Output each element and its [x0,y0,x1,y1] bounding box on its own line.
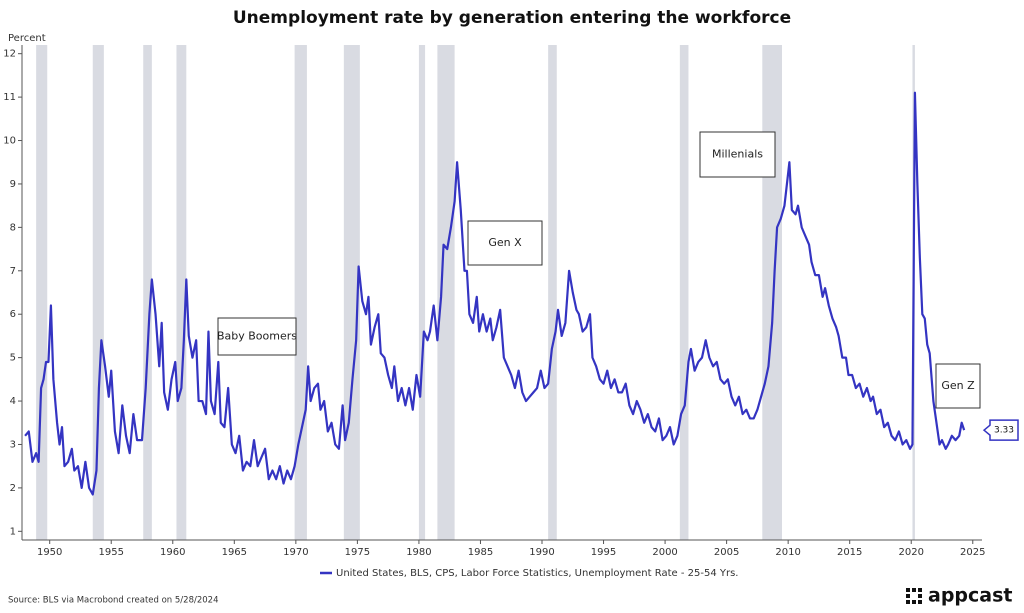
annotation: Gen Z [941,379,975,392]
y-tick-label: 6 [10,309,16,320]
y-tick-label: 9 [10,179,16,190]
logo: appcast [906,585,1013,607]
x-tick-label: 1995 [591,547,616,558]
recession-band [36,45,48,540]
x-tick-label: 2020 [899,547,924,558]
recession-band [762,45,782,540]
recession-band [437,45,455,540]
annotation-box [217,317,297,356]
x-tick-label: 1985 [468,547,493,558]
y-tick-label: 11 [3,92,16,103]
recession-band [343,45,360,540]
y-tick-label: 2 [10,483,16,494]
y-tick-label: 3 [10,439,16,450]
y-tick-label: 4 [10,396,16,407]
recession-band [143,45,152,540]
x-tick-label: 2010 [775,547,800,558]
recession-band [679,45,689,540]
x-tick-label: 1970 [283,547,308,558]
x-tick-label: 2015 [837,547,862,558]
annotation: Gen X [488,236,522,249]
series-line [24,91,966,496]
logo-text: appcast [928,585,1013,607]
end-value-label: 3.33 [994,426,1014,436]
y-tick-label: 12 [3,49,16,60]
x-tick-label: 1975 [345,547,370,558]
x-tick-label: 1950 [37,547,62,558]
annotation-box [467,220,543,266]
annotation-box [935,363,981,409]
x-tick-label: 2025 [960,547,985,558]
y-tick-label: 10 [3,136,16,147]
annotation: Baby Boomers [217,330,297,343]
legend-label: United States, BLS, CPS, Labor Force Sta… [336,568,738,579]
y-tick-label: 1 [10,526,16,537]
annotation-box [699,131,776,178]
y-tick-label: 5 [10,353,16,364]
recession-band [176,45,187,540]
y-tick-label: 7 [10,266,16,277]
source: Source: BLS via Macrobond created on 5/2… [8,596,218,606]
recession-band [92,45,104,540]
recession-band [294,45,307,540]
x-tick-label: 1980 [406,547,431,558]
x-tick-label: 1990 [529,547,554,558]
x-tick-label: 2000 [652,547,677,558]
y-tick-label: 8 [10,222,16,233]
recession-band [418,45,426,540]
end-value-tag [982,419,1019,441]
x-tick-label: 1955 [99,547,124,558]
recession-band [548,45,557,540]
x-tick-label: 2005 [714,547,739,558]
annotation: Millenials [712,148,763,161]
y-axis-label: Percent [8,33,46,44]
x-tick-label: 1965 [222,547,247,558]
logo-mark [906,588,922,604]
chart-title: Unemployment rate by generation entering… [233,8,791,28]
x-tick-label: 1960 [160,547,185,558]
